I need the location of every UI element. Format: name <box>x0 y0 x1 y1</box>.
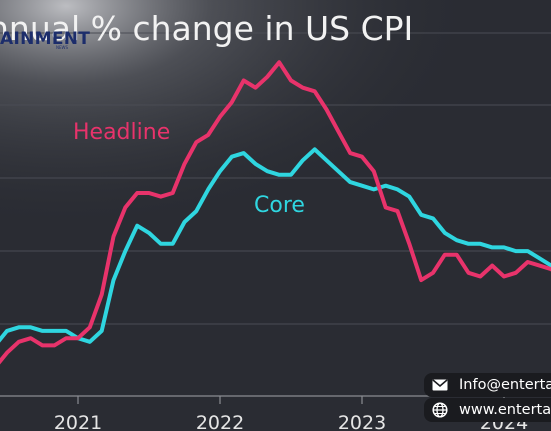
x-tick-label: 2023 <box>338 412 386 431</box>
headline-series-line <box>0 60 551 365</box>
contact-website-pill[interactable]: www.enterta <box>424 398 551 422</box>
contact-website[interactable]: www.enterta <box>459 402 551 418</box>
core-series-line <box>0 147 551 344</box>
envelope-icon <box>432 379 454 391</box>
background-glow <box>0 0 551 300</box>
series-lines <box>0 60 551 365</box>
headline-series-label: Headline <box>73 120 170 145</box>
core-series-label: Core <box>254 193 305 218</box>
watermark-subtext: NEWS <box>56 45 69 50</box>
chart-title: nnual % change in US CPI <box>0 9 413 48</box>
x-tick-label: 2021 <box>54 412 102 431</box>
globe-icon <box>432 402 454 418</box>
contact-email[interactable]: Info@enterta <box>459 377 551 393</box>
watermark-logo: AINMENT <box>0 29 91 49</box>
x-tick-label: 2022 <box>196 412 244 431</box>
contact-email-pill[interactable]: Info@enterta <box>424 373 551 397</box>
